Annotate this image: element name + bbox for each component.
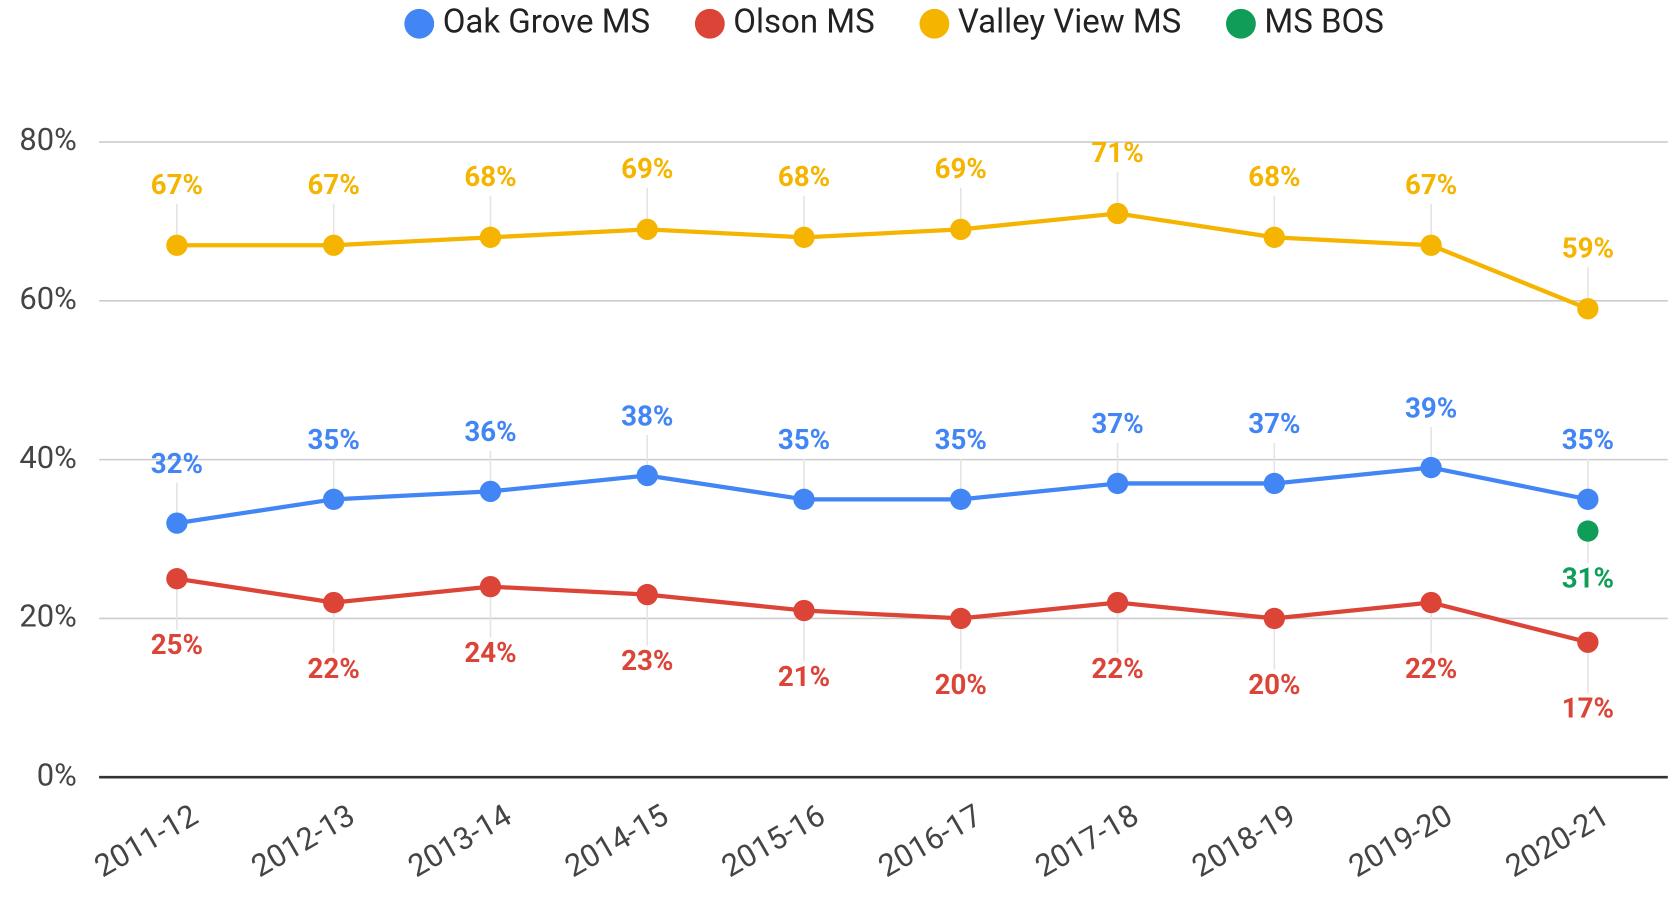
data-label: 23% (621, 644, 673, 677)
x-tick-label: 2019-20 (1342, 796, 1458, 884)
data-label: 20% (935, 668, 987, 701)
legend-label: Oak Grove MS (443, 2, 650, 41)
data-label: 20% (1248, 668, 1300, 701)
data-label: 35% (308, 423, 360, 456)
legend-label: Olson MS (733, 2, 874, 41)
point (479, 226, 502, 248)
data-label: 67% (151, 168, 203, 201)
legend-swatch (694, 8, 725, 39)
data-label: 22% (308, 652, 360, 685)
data-label: 32% (151, 447, 203, 480)
data-label: 35% (778, 423, 830, 456)
point (1420, 234, 1442, 256)
point (323, 591, 345, 614)
legend-swatch (404, 8, 435, 39)
point (1106, 591, 1129, 614)
legend-item: Valley View MS (919, 2, 1181, 41)
point (950, 488, 972, 510)
x-tick-label: 2013-14 (402, 796, 518, 884)
data-label: 68% (778, 160, 830, 193)
data-label: 39% (1405, 391, 1457, 424)
point (323, 488, 345, 510)
point (166, 234, 188, 256)
series-lines (166, 202, 1599, 653)
point (793, 226, 815, 248)
data-label: 67% (1405, 168, 1457, 201)
data-label: 37% (1091, 407, 1143, 440)
point (1420, 591, 1442, 614)
x-tick-label: 2011-12 (88, 796, 204, 884)
point (950, 218, 972, 241)
legend-swatch (1226, 8, 1256, 39)
legend-swatch (919, 8, 950, 39)
data-label: 31% (1562, 561, 1614, 594)
series-line (176, 576, 1589, 645)
point (1263, 607, 1285, 630)
y-tick-label: 20% (19, 598, 76, 635)
data-label: 24% (464, 636, 516, 669)
legend-item: MS BOS (1226, 2, 1384, 41)
point (1577, 520, 1599, 542)
data-label: 68% (464, 160, 516, 193)
point (793, 488, 815, 510)
point (1106, 202, 1129, 225)
data-label: 21% (778, 660, 830, 693)
point (950, 607, 972, 630)
point (1577, 488, 1599, 510)
legend-label: Valley View MS (958, 2, 1181, 41)
legend-label: MS BOS (1264, 2, 1384, 41)
x-tick-label: 2016-17 (872, 796, 988, 884)
point (636, 583, 658, 606)
point (323, 234, 345, 256)
point (793, 599, 815, 622)
x-tick-label: 2012-13 (245, 796, 361, 884)
point (166, 568, 188, 590)
x-tick-label: 2014-15 (558, 796, 674, 884)
legend-item: Olson MS (694, 2, 875, 41)
x-tick-label: 2017-18 (1029, 796, 1145, 884)
data-label: 68% (1248, 160, 1300, 193)
data-label: 59% (1562, 231, 1614, 264)
series-line (176, 465, 1589, 526)
x-tick-label: 2018-19 (1185, 796, 1301, 884)
legend-item: Oak Grove MS (404, 2, 650, 41)
data-label: 69% (935, 152, 987, 185)
point (479, 480, 502, 503)
y-tick-label: 0% (37, 756, 77, 793)
data-label: 36% (464, 415, 516, 448)
point (1263, 472, 1285, 495)
point (1106, 472, 1129, 495)
data-label: 71% (1091, 136, 1143, 169)
point (1577, 298, 1599, 320)
data-label: 22% (1405, 652, 1457, 685)
data-label: 17% (1562, 692, 1614, 725)
y-tick-label: 40% (19, 439, 76, 476)
y-tick-label: 60% (19, 280, 76, 317)
data-label: 22% (1091, 652, 1143, 685)
data-label: 67% (308, 168, 360, 201)
data-label: 35% (935, 423, 987, 456)
point (166, 512, 188, 534)
data-label: 38% (621, 399, 673, 432)
series-line (176, 211, 1589, 311)
point (1577, 631, 1599, 653)
point (1420, 456, 1442, 479)
data-label: 25% (151, 628, 203, 661)
data-label: 37% (1248, 407, 1300, 440)
data-label: 69% (621, 152, 673, 185)
point (479, 575, 502, 598)
legend: Oak Grove MS Olson MS Valley View MS MS BOS (404, 2, 1384, 41)
point (1263, 226, 1285, 248)
y-tick-label: 80% (19, 121, 76, 158)
value-labels: 32% 35% 36% 38% 35% 35% 37% 37% 39% 35% 25% 22% 24% 2… (151, 136, 1614, 725)
data-label: 35% (1562, 423, 1614, 456)
point (636, 464, 658, 487)
point (636, 218, 658, 241)
x-tick-label: 2015-16 (715, 796, 831, 884)
x-tick-label: 2020-21 (1499, 796, 1615, 884)
